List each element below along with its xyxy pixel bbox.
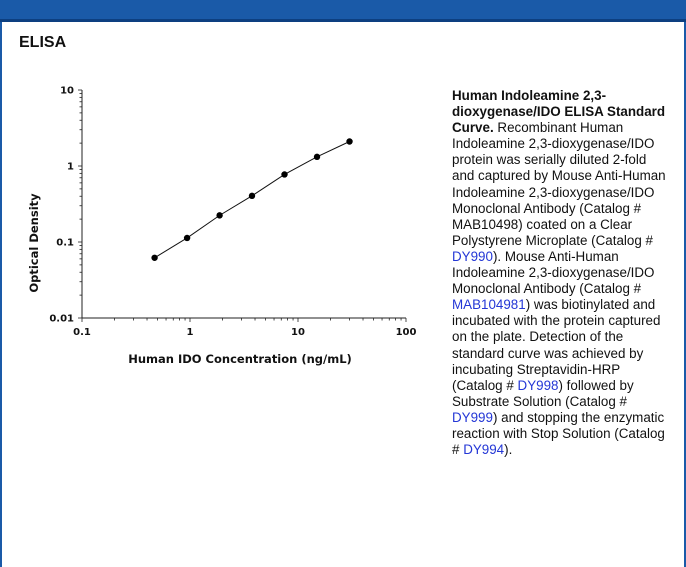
content-frame — [0, 22, 686, 567]
y-tick-label: 0.01 — [49, 314, 74, 325]
x-tick-label: 100 — [396, 327, 417, 338]
x-tick-label: 10 — [291, 327, 305, 338]
data-point — [281, 171, 288, 178]
header-bar — [0, 0, 686, 22]
data-point — [248, 192, 256, 200]
chart-points — [151, 138, 353, 261]
data-point — [313, 153, 321, 161]
catalog-link-dy998[interactable]: DY998 — [517, 377, 559, 393]
y-tick-label: 0.1 — [56, 238, 74, 249]
catalog-link-dy994[interactable]: DY994 — [463, 442, 505, 458]
chart-ticks — [78, 89, 407, 322]
chart-svg: 0.1 1 10 100 0.01 0.1 1 10 Human IDO Concentrat… — [27, 86, 416, 367]
chart-fit-line — [154, 141, 350, 259]
caption-text: Recombinant Human Indoleamine 2,3-dioxyg… — [452, 120, 666, 248]
data-point — [183, 234, 191, 242]
data-point — [151, 254, 158, 261]
chart-axes — [81, 90, 406, 319]
caption-text: ). — [504, 442, 513, 458]
caption-text: ). Mouse Anti-Human Indoleamine 2,3-diox… — [452, 248, 655, 297]
chart-tick-labels: 0.1 1 10 100 0.01 0.1 1 10 — [49, 86, 416, 339]
figure-caption: Human Indoleamine 2,3-dioxygenase/IDO EL… — [452, 88, 670, 458]
data-point — [346, 138, 353, 145]
x-axis-label: Human IDO Concentration (ng/mL) — [128, 352, 352, 366]
catalog-link-mab104981[interactable]: MAB104981 — [452, 297, 526, 313]
caption-text: ) and stopping the enzymatic reaction wi… — [452, 409, 665, 458]
fit-line — [154, 141, 350, 259]
caption-text: ) was biotinylated and incubated with th… — [452, 297, 661, 393]
y-axis-label: Optical Density — [27, 193, 41, 293]
elisa-chart: 0.1 1 10 100 0.01 0.1 1 10 Human IDO Concentrat… — [0, 60, 440, 385]
y-tick-label: 1 — [67, 162, 74, 173]
section-title: ELISA — [19, 34, 67, 51]
y-tick-label: 10 — [60, 86, 74, 97]
data-point — [216, 212, 223, 219]
x-tick-label: 1 — [187, 327, 194, 338]
caption-title: Human Indoleamine 2,3-dioxygenase/IDO EL… — [452, 88, 666, 136]
catalog-link-dy990[interactable]: DY990 — [452, 248, 493, 264]
x-tick-label: 0.1 — [73, 327, 91, 338]
catalog-link-dy999[interactable]: DY999 — [452, 409, 493, 425]
caption-text: ) followed by Substrate Solution (Catalo… — [452, 377, 634, 409]
